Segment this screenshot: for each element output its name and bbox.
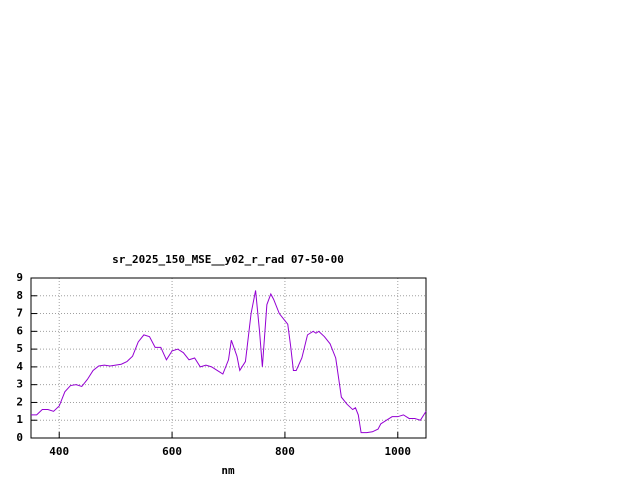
- x-tick-label: 400: [49, 445, 69, 458]
- y-tick-label: 5: [16, 342, 23, 355]
- y-tick-label: 0: [16, 431, 23, 444]
- y-tick-label: 2: [16, 395, 23, 408]
- y-tick-label: 4: [16, 360, 23, 373]
- y-tick-label: 9: [16, 271, 23, 284]
- x-tick-label: 1000: [385, 445, 412, 458]
- y-tick-label: 1: [16, 413, 23, 426]
- plot-frame: [30, 277, 427, 439]
- y-tick-label: 7: [16, 307, 23, 320]
- x-tick-label: 800: [275, 445, 295, 458]
- x-axis-label: nm: [221, 464, 235, 477]
- y-tick-label: 8: [16, 289, 23, 302]
- y-tick-label: 6: [16, 324, 23, 337]
- y-tick-label: 3: [16, 378, 23, 391]
- x-tick-label: 600: [162, 445, 182, 458]
- data-line: [31, 290, 427, 434]
- chart-title: sr_2025_150_MSE__y02_r_rad 07-50-00: [112, 253, 344, 266]
